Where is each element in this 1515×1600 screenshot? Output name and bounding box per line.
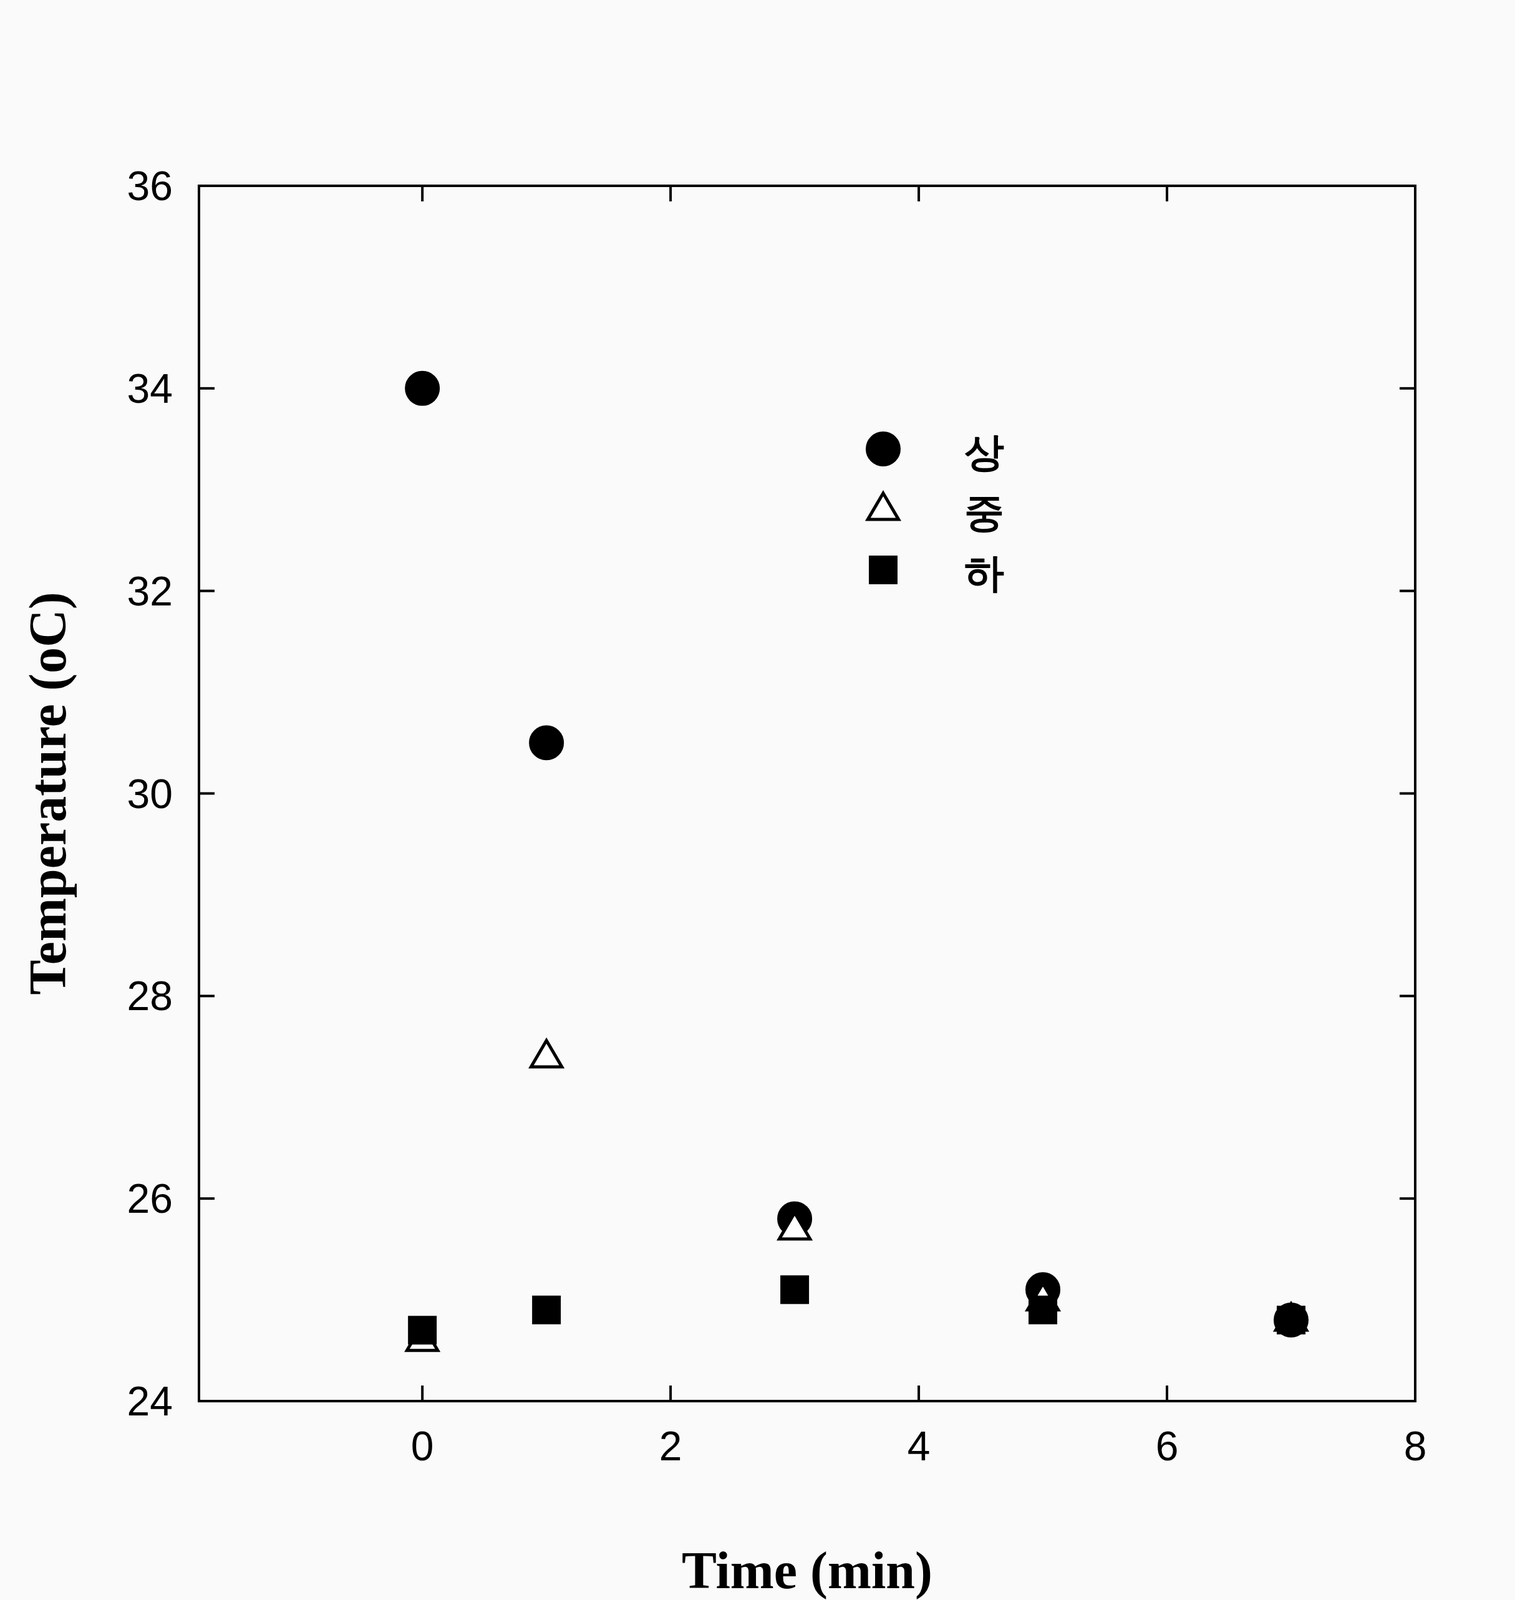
x-tick-top	[669, 185, 672, 202]
x-tick-top	[421, 185, 424, 202]
y-tick-right	[1399, 387, 1416, 390]
y-tick	[198, 1197, 215, 1201]
data-group	[405, 371, 1308, 1351]
point	[780, 1276, 809, 1304]
x-tick-label: 0	[411, 1423, 435, 1470]
legend: 상중하	[866, 429, 1005, 597]
background	[0, 0, 1515, 1600]
point	[529, 726, 564, 760]
x-axis-label: Time (min)	[681, 1541, 933, 1600]
point	[1274, 1303, 1308, 1338]
x-tick	[1165, 1385, 1169, 1402]
y-tick-label: 36	[127, 162, 173, 209]
y-tick-label: 26	[127, 1175, 173, 1222]
y-tick	[198, 994, 215, 998]
point	[405, 371, 440, 406]
y-tick-label: 32	[127, 568, 173, 615]
y-tick-right	[1399, 1197, 1416, 1201]
y-tick-right	[1399, 792, 1416, 796]
y-tick-label: 30	[127, 770, 173, 818]
legend-label: 하	[964, 550, 1005, 597]
point	[408, 1316, 436, 1345]
y-tick	[198, 590, 215, 593]
legend-label: 상	[964, 429, 1005, 476]
plot-frame	[198, 185, 1416, 1402]
point	[532, 1296, 561, 1325]
y-tick-right	[1399, 994, 1416, 998]
legend-marker	[869, 556, 897, 584]
y-tick	[198, 792, 215, 796]
point	[779, 1213, 810, 1240]
y-tick-label: 28	[127, 972, 173, 1020]
y-tick-label: 24	[127, 1378, 173, 1425]
point	[1277, 1306, 1305, 1335]
point	[530, 1040, 562, 1068]
x-tick-label: 8	[1403, 1423, 1428, 1470]
x-tick-label: 6	[1155, 1423, 1179, 1470]
chart: 0246824262830323436Time (min)Temperature…	[0, 0, 1515, 1600]
x-tick	[669, 1385, 672, 1402]
y-tick-right	[1399, 590, 1416, 593]
y-tick-label: 34	[127, 365, 173, 412]
x-tick	[421, 1385, 424, 1402]
point	[1029, 1296, 1057, 1325]
x-tick-label: 2	[659, 1423, 683, 1470]
series	[405, 371, 1308, 1338]
x-tick	[917, 1385, 920, 1402]
x-tick-top	[917, 185, 920, 202]
legend-label: 중	[964, 489, 1005, 536]
legend-marker	[866, 432, 901, 466]
x-tick-label: 4	[907, 1423, 931, 1470]
y-axis-label: Temperature (oC)	[18, 591, 78, 995]
y-tick	[198, 387, 215, 390]
legend-marker	[867, 493, 899, 520]
series	[408, 1276, 1305, 1345]
x-tick-top	[1165, 185, 1169, 202]
series	[406, 1040, 1307, 1351]
